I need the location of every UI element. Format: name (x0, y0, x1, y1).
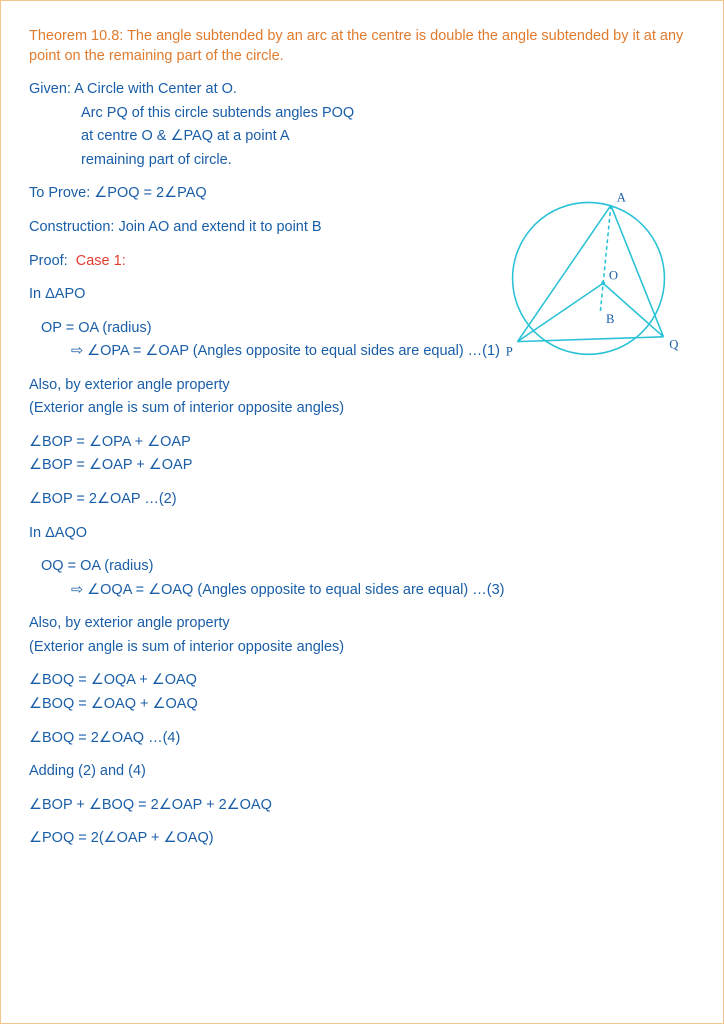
circle-diagram: A O B P Q (496, 176, 681, 371)
boq-expand: ∠BOQ = ∠OQA + ∠OAQ ∠BOQ = ∠OAQ + ∠OAQ (29, 671, 695, 714)
adding-step: Adding (2) and (4) (29, 762, 695, 782)
given-line-3: at centre O & ∠PAQ at a point A (29, 127, 695, 147)
bop1: ∠BOP = ∠OPA + ∠OAP (29, 433, 695, 453)
construction-stmt: Join AO and extend it to point B (118, 219, 321, 235)
bop-result: ∠BOP = 2∠OAP …(2) (29, 490, 695, 510)
svg-text:B: B (606, 312, 614, 326)
ext2b: (Exterior angle is sum of interior oppos… (29, 638, 695, 658)
svg-text:O: O (609, 268, 618, 282)
given-label: Given: (29, 81, 71, 97)
bop-expand: ∠BOP = ∠OPA + ∠OAP ∠BOP = ∠OAP + ∠OAP (29, 433, 695, 476)
ext1a: Also, by exterior angle property (29, 376, 695, 396)
step-oq-oa: OQ = OA (radius) (29, 557, 695, 577)
step-oqa-oaq-text: ∠OQA = ∠OAQ (Angles opposite to equal si… (87, 582, 504, 598)
given-block: Given: A Circle with Center at O. Arc PQ… (29, 80, 695, 170)
boq-result: ∠BOQ = 2∠OAQ …(4) (29, 729, 695, 749)
in-aqo: In ΔAQO (29, 524, 695, 544)
proof-label: Proof: (29, 253, 68, 269)
proof-page: Theorem 10.8: The angle subtended by an … (0, 0, 724, 1024)
given-line-4: remaining part of circle. (29, 151, 695, 171)
ext1b: (Exterior angle is sum of interior oppos… (29, 399, 695, 419)
exterior-2: Also, by exterior angle property (Exteri… (29, 614, 695, 657)
ext2a: Also, by exterior angle property (29, 614, 695, 634)
given-line-2: Arc PQ of this circle subtends angles PO… (29, 104, 695, 124)
svg-text:Q: Q (669, 337, 678, 351)
sum-step: ∠BOP + ∠BOQ = 2∠OAP + 2∠OAQ (29, 796, 695, 816)
to-prove-stmt: ∠POQ = 2∠PAQ (94, 185, 206, 201)
boq2: ∠BOQ = ∠OAQ + ∠OAQ (29, 695, 695, 715)
final-step: ∠POQ = 2(∠OAP + ∠OAQ) (29, 829, 695, 849)
svg-text:A: A (617, 190, 627, 204)
case-label: Case 1: (76, 253, 126, 269)
to-prove-label: To Prove: (29, 185, 90, 201)
aqo-steps: OQ = OA (radius) ∠OQA = ∠OAQ (Angles opp… (29, 557, 695, 600)
construction-label: Construction: (29, 219, 114, 235)
svg-text:P: P (506, 344, 513, 358)
theorem-statement: Theorem 10.8: The angle subtended by an … (29, 27, 695, 66)
step-oqa-oaq: ∠OQA = ∠OAQ (Angles opposite to equal si… (29, 581, 695, 601)
exterior-1: Also, by exterior angle property (Exteri… (29, 376, 695, 419)
boq1: ∠BOQ = ∠OQA + ∠OAQ (29, 671, 695, 691)
given-line-1: A Circle with Center at O. (74, 81, 237, 97)
step-opa-oap-text: ∠OPA = ∠OAP (Angles opposite to equal si… (87, 343, 500, 359)
bop2: ∠BOP = ∠OAP + ∠OAP (29, 456, 695, 476)
